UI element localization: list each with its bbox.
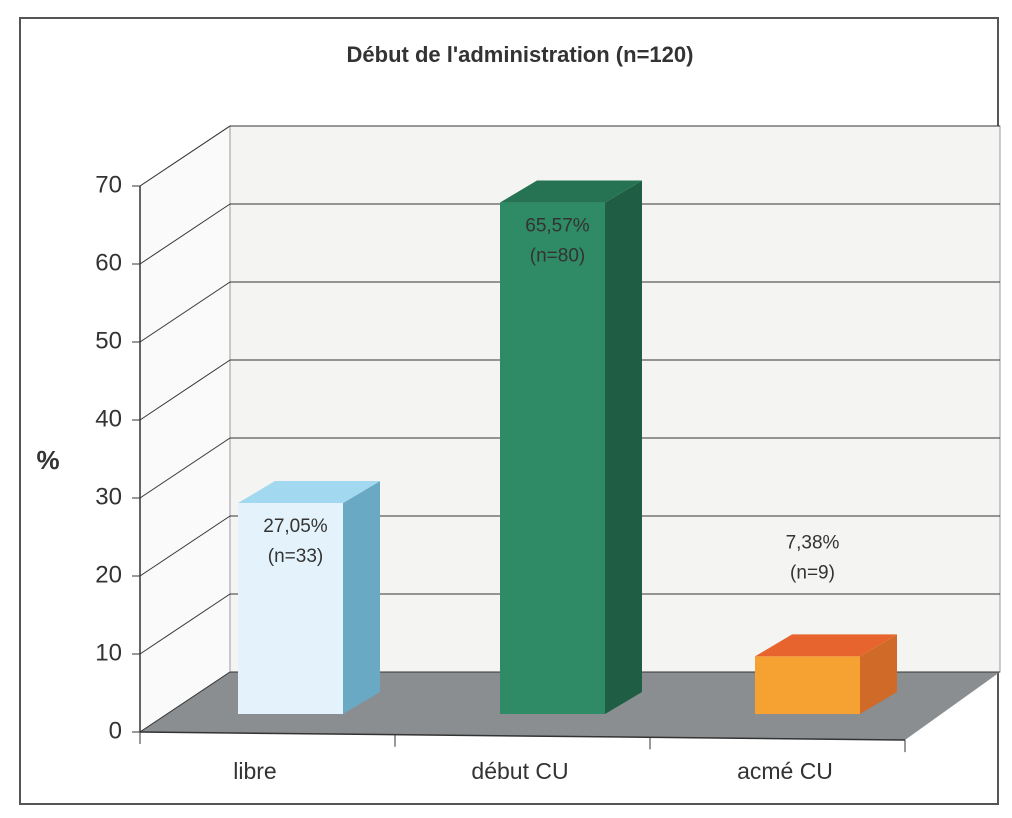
data-label: (n=80) — [530, 246, 585, 267]
data-label: 65,57% — [525, 216, 590, 237]
x-tick-label: début CU — [471, 758, 568, 784]
y-tick-label: 60 — [95, 249, 122, 276]
bar — [500, 202, 605, 714]
x-tick-label: acmé CU — [737, 758, 833, 784]
y-tick-label: 0 — [109, 717, 122, 744]
grid-line — [139, 671, 231, 733]
bar-top — [238, 481, 380, 504]
data-label: 27,05% — [263, 516, 328, 537]
data-label: 7,38% — [786, 532, 840, 553]
grid-line — [139, 203, 231, 265]
y-tick-label: 10 — [95, 639, 122, 666]
grid-line — [139, 593, 231, 655]
bar — [238, 503, 343, 714]
y-tick-label: 40 — [95, 405, 122, 432]
bar-side — [343, 481, 380, 714]
bar-top — [500, 180, 642, 203]
grid-line — [139, 515, 231, 577]
y-tick-label: 50 — [95, 327, 122, 354]
y-tick-label: 20 — [95, 561, 122, 588]
data-label: (n=33) — [268, 546, 323, 567]
bar-side — [605, 180, 642, 714]
y-tick-label: 30 — [95, 483, 122, 510]
y-tick-label: 70 — [95, 171, 122, 198]
bar-side — [860, 634, 897, 714]
x-tick-label: libre — [233, 758, 276, 784]
x-axis — [139, 731, 906, 741]
side-wall — [139, 125, 231, 733]
bar — [755, 656, 860, 714]
grid-line — [139, 125, 231, 187]
bar-top — [755, 634, 897, 657]
grid-line — [139, 281, 231, 343]
grid-line — [139, 359, 231, 421]
data-label: (n=9) — [790, 562, 835, 583]
grid-line — [139, 437, 231, 499]
y-axis-label: % — [36, 445, 59, 475]
chart-title: Début de l'administration (n=120) — [347, 42, 694, 67]
